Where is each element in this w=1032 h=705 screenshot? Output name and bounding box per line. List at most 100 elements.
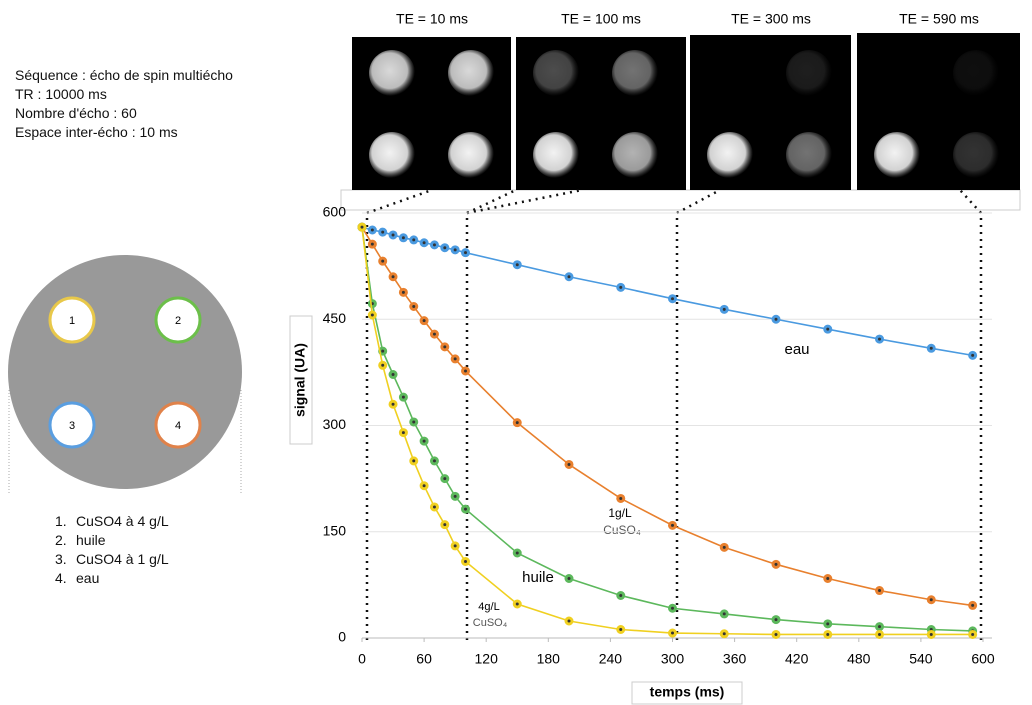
data-point [564,272,574,282]
data-point [419,436,429,446]
sample-signal [953,50,999,96]
y-tick-label: 150 [323,522,347,538]
vial [48,401,96,449]
sample-signal [612,132,658,178]
image-strip [340,189,1021,211]
phantom: 1 2 3 4 [8,255,242,495]
data-point [450,491,460,501]
phantom-disc [8,255,242,489]
sample-signal [448,132,494,178]
x-axis-title: temps (ms) [650,684,725,700]
x-tick-label: 60 [416,651,432,667]
data-point [440,243,450,253]
x-tick-label: 600 [971,651,995,667]
annotation: 4g/L [478,601,499,613]
data-point [419,481,429,491]
data-point [668,294,677,304]
sample-signal [533,50,579,96]
image-label: TE = 590 ms [899,11,979,27]
legend-item: 4. eau [55,569,169,588]
series-line [361,227,973,636]
data-point [367,225,377,235]
y-tick-label: 300 [323,416,347,432]
data-point [398,428,408,438]
data-point [823,619,833,629]
annotation: huile [522,569,554,586]
annotation: CuSO₄ [473,617,508,629]
x-tick-label: 180 [537,651,561,667]
data-point [378,256,388,266]
data-point [461,557,470,566]
data-point [771,559,781,569]
data-point [875,586,884,596]
vial-label: 4 [175,420,181,432]
data-point [512,599,522,609]
data-point [616,282,626,292]
data-point [398,233,408,243]
data-point [409,456,419,466]
sample-signal [874,132,920,178]
vial [48,296,96,344]
data-point [823,324,833,334]
data-point [968,629,978,639]
data-point [719,304,729,314]
data-point [398,392,408,402]
data-point [409,235,419,245]
vial-label: 3 [69,420,75,432]
image-label: TE = 300 ms [731,11,811,27]
data-point [388,272,398,282]
x-tick-label: 240 [599,651,623,667]
sample-signal [612,50,658,96]
data-point [875,622,884,632]
legend-item: 3. CuSO4 à 1 g/L [55,550,169,569]
legend-item: 1. CuSO4 à 4 g/L [55,512,169,531]
data-point [564,459,574,469]
x-tick-label: 0 [358,651,366,667]
sample-signal [369,132,415,178]
x-tick-label: 300 [661,651,685,667]
data-point [450,541,460,551]
te-connectors [365,188,983,640]
x-tick-label: 120 [475,651,499,667]
connector [959,189,983,640]
annotation: 1g/L [608,506,632,520]
data-point [875,334,884,344]
data-point [926,629,936,639]
info-line: Espace inter-écho : 10 ms [15,124,178,140]
data-point [429,240,439,250]
info-line: Nombre d'écho : 60 [15,105,137,121]
y-tick-label: 0 [338,629,346,645]
annotation: CuSO₄ [603,523,641,537]
data-point [440,474,450,484]
y-axis-title: signal (UA) [292,343,308,417]
data-point [823,574,833,583]
data-point [461,366,470,376]
data-point [616,591,626,600]
data-point [564,574,574,583]
legend-text: CuSO4 à 1 g/L [76,551,169,567]
data-point [719,609,729,619]
x-tick-label: 420 [785,651,809,667]
sequence-info: Séquence : écho de spin multiécho TR : 1… [15,66,233,142]
x-tick-label: 360 [723,651,747,667]
legend-num: 4. [55,570,67,586]
data-point [419,238,429,248]
data-point [719,542,729,552]
data-point [440,342,450,352]
vial-label: 2 [175,315,181,327]
data-point [564,616,574,626]
vial-label: 1 [69,315,75,327]
legend-text: eau [76,570,100,586]
data-point [398,287,408,297]
sample-signal [369,50,415,96]
sample-signal [786,132,832,178]
data-point [450,354,460,364]
data-point [512,418,522,428]
data-point [668,520,677,530]
data-point [419,316,429,326]
data-point [461,504,470,514]
vial [154,401,202,449]
data-point [450,245,460,255]
data-point [616,625,626,634]
